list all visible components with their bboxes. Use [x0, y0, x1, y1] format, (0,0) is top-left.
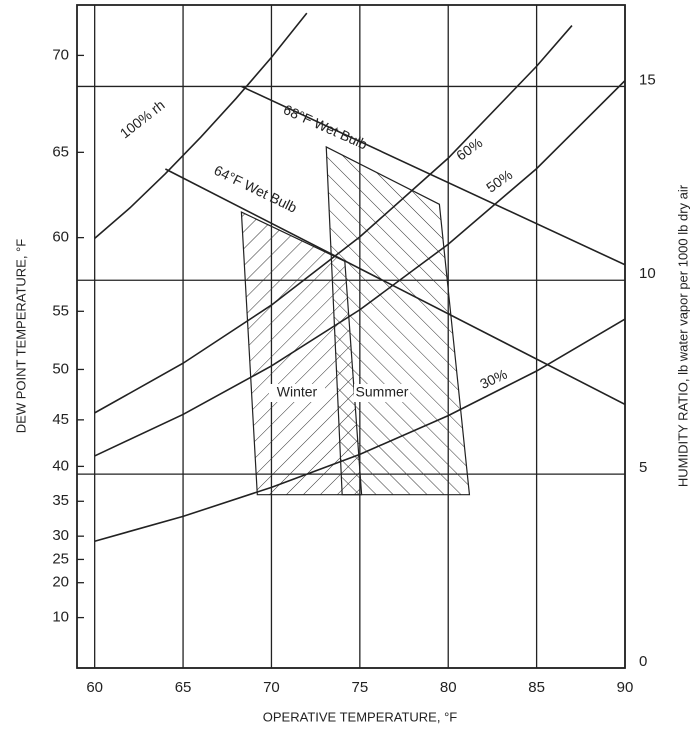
curve-label: 30%	[477, 366, 509, 392]
y-tick-label: 50	[52, 360, 69, 377]
y2-tick-label: 15	[639, 71, 656, 88]
zone-label: Winter	[277, 384, 318, 400]
x-tick-label: 90	[617, 679, 634, 696]
y-tick-label: 20	[52, 574, 69, 591]
y-tick-label: 10	[52, 609, 69, 626]
y-tick-label: 55	[52, 302, 69, 319]
y-tick-label: 70	[52, 46, 69, 63]
y-tick-label: 25	[52, 550, 69, 567]
x-tick-label: 70	[263, 679, 280, 696]
y-axis-title: DEW POINT TEMPERATURE, °F	[13, 239, 28, 433]
x-axis-title: OPERATIVE TEMPERATURE, °F	[263, 709, 458, 724]
curve-label: 64°F Wet Bulb	[212, 162, 300, 216]
y-tick-label: 60	[52, 229, 69, 246]
curve-label: 100% rh	[117, 97, 168, 142]
x-tick-label: 65	[175, 679, 192, 696]
y2-tick-label: 5	[639, 459, 647, 476]
y-tick-label: 45	[52, 411, 69, 428]
y2-tick-label: 0	[639, 653, 647, 670]
x-tick-label: 80	[440, 679, 457, 696]
y-tick-label: 35	[52, 492, 69, 509]
y2-tick-label: 10	[639, 265, 656, 282]
curve-label: 68°F Wet Bulb	[281, 101, 370, 152]
chart: OPERATIVE TEMPERATURE, °F DEW POINT TEMP…	[0, 0, 694, 730]
x-tick-label: 85	[528, 679, 545, 696]
curve-label: 60%	[453, 134, 485, 163]
zone-label: Summer	[356, 384, 409, 400]
y-tick-label: 65	[52, 143, 69, 160]
x-tick-label: 60	[86, 679, 103, 696]
x-tick-label: 75	[351, 679, 368, 696]
y-tick-label: 30	[52, 527, 69, 544]
y2-axis-title: HUMIDITY RATIO, lb water vapor per 1000 …	[675, 184, 690, 487]
y-tick-label: 40	[52, 457, 69, 474]
